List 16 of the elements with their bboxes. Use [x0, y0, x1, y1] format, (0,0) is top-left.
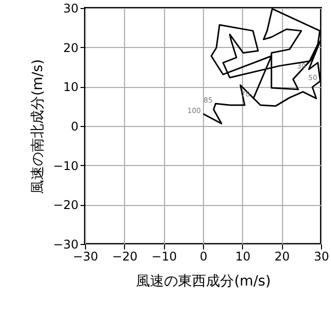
x-tick-label: 0: [200, 250, 208, 264]
y-tick-label: 30: [63, 2, 78, 16]
y-tick-label: −30: [53, 238, 78, 252]
y-tick-label: 10: [63, 80, 78, 94]
y-axis-title: 風速の南北成分(m/s): [30, 59, 46, 194]
y-tick-label: 0: [70, 120, 78, 134]
x-tick-label: 10: [235, 250, 250, 264]
x-tick-label: 20: [274, 250, 290, 264]
x-tick-label: 30: [314, 250, 330, 264]
y-tick-label: −10: [53, 158, 78, 173]
y-tick-label: 20: [63, 40, 78, 55]
x-tick-label: −10: [152, 250, 177, 264]
x-tick-label: −30: [72, 250, 98, 264]
x-tick-label: −20: [112, 250, 138, 264]
x-axis-title: 風速の東西成分(m/s): [136, 274, 271, 290]
y-tick-label: −20: [53, 198, 78, 212]
